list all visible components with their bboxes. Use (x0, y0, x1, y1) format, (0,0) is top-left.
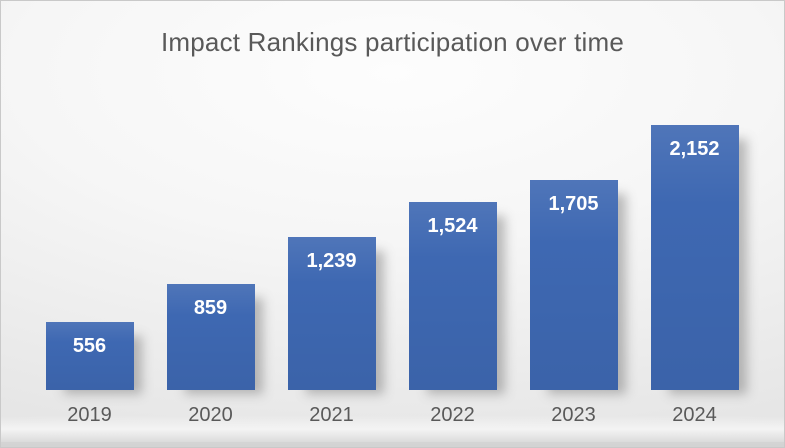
x-axis-label-2021: 2021 (309, 404, 354, 426)
data-label-2024: 2,152 (669, 138, 720, 160)
bar-2023: 1,705 (529, 180, 618, 390)
x-axis-label-2022: 2022 (430, 404, 475, 426)
plot-area: 556 859 1,239 1,524 1,705 2,152 (29, 80, 755, 390)
x-axis: 2019 2020 2021 2022 2023 2024 (29, 404, 755, 427)
bar-slot-2022: 1,524 (392, 80, 513, 390)
x-axis-label-2019: 2019 (67, 404, 112, 426)
bar-slot-2020: 859 (150, 80, 271, 390)
data-label-2023: 1,705 (548, 193, 599, 215)
bar-slot-2019: 556 (29, 80, 150, 390)
bar-2022: 1,524 (408, 202, 497, 390)
bar-2024: 2,152 (650, 125, 739, 390)
x-axis-label-2023: 2023 (551, 404, 596, 426)
data-label-2021: 1,239 (306, 250, 357, 272)
x-axis-label-2024: 2024 (672, 404, 717, 426)
chart-title: Impact Rankings participation over time (160, 27, 624, 57)
bottom-edge-shading (1, 442, 784, 447)
bar-slot-2024: 2,152 (634, 80, 755, 390)
bar-2020: 859 (166, 284, 255, 390)
data-label-2020: 859 (193, 297, 228, 319)
bar-2021: 1,239 (287, 237, 376, 390)
bar-2019: 556 (45, 322, 134, 390)
bar-slot-2023: 1,705 (513, 80, 634, 390)
bar-slot-2021: 1,239 (271, 80, 392, 390)
x-axis-label-2020: 2020 (188, 404, 233, 426)
data-label-2022: 1,524 (427, 215, 478, 237)
data-label-2019: 556 (72, 335, 107, 357)
